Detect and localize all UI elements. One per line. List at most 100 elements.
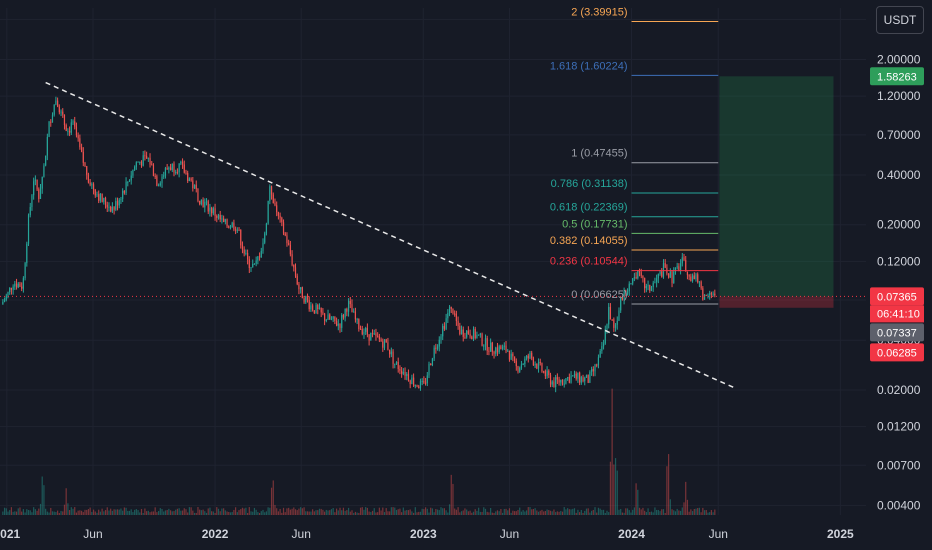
candle-body xyxy=(315,305,317,313)
volume-bar xyxy=(339,507,341,515)
volume-bar xyxy=(79,510,81,515)
currency-button[interactable]: USDT xyxy=(876,6,924,34)
candle-body xyxy=(502,346,504,350)
volume-bar xyxy=(476,510,478,515)
volume-bar xyxy=(84,509,86,515)
volume-bar xyxy=(255,509,257,515)
volume-bar xyxy=(529,507,531,515)
long-position-tool[interactable] xyxy=(719,76,834,308)
price-tick-label: 0.12000 xyxy=(877,254,921,268)
volume-bar xyxy=(128,510,131,515)
candle-body xyxy=(703,294,706,300)
candle-body xyxy=(87,174,90,183)
volume-bar xyxy=(353,512,355,515)
candle-body xyxy=(43,165,45,177)
volume-bar xyxy=(640,509,642,515)
volume-bar xyxy=(272,480,274,515)
candle-body xyxy=(556,377,558,380)
volume-bar xyxy=(464,508,466,515)
candle-body xyxy=(484,338,487,346)
candle-body xyxy=(195,184,197,190)
candle-body xyxy=(9,287,11,293)
candle-body xyxy=(342,314,345,318)
price-axis[interactable]: 3.500002.000001.200000.700000.400000.200… xyxy=(877,12,921,512)
price-tag-entry xyxy=(870,323,924,342)
volume-bar xyxy=(250,511,252,515)
candle-body xyxy=(86,166,88,175)
volume-bar xyxy=(248,507,250,515)
candle-body xyxy=(579,372,581,383)
drawing-layer[interactable] xyxy=(0,81,866,389)
volume-bar xyxy=(168,508,170,515)
candle-body xyxy=(122,190,124,199)
candle-body xyxy=(233,222,235,230)
fibonacci-retracement[interactable]: 2 (3.39915) 1.618 (1.60224) 1 (0.47455) 0.7… xyxy=(550,6,719,305)
volume-bar xyxy=(599,508,601,515)
volume-bar xyxy=(426,508,428,515)
volume-bar xyxy=(616,470,618,515)
volume-bar xyxy=(409,509,411,515)
volume-bar xyxy=(9,510,11,515)
volume-bar xyxy=(394,507,396,515)
volume-bar xyxy=(322,509,324,515)
volume-bar xyxy=(402,507,404,515)
price-tick-label: 2.00000 xyxy=(877,53,921,67)
volume-bar xyxy=(342,507,345,515)
volume-bar xyxy=(695,508,697,515)
volume-bar xyxy=(106,507,108,515)
candle-body xyxy=(226,219,228,227)
candle-body xyxy=(594,364,596,372)
candle-body xyxy=(609,306,612,320)
candle-body xyxy=(69,130,71,133)
volume-bar xyxy=(669,499,671,515)
volume-bar xyxy=(637,489,639,515)
price-tag-last xyxy=(870,287,924,306)
candle-body xyxy=(459,326,461,335)
volume-bar xyxy=(151,511,153,515)
volume-bar xyxy=(613,464,615,515)
volume-bar xyxy=(257,512,259,515)
candle-body xyxy=(123,190,125,193)
volume-bar xyxy=(123,507,125,515)
candle-body xyxy=(175,172,177,174)
price-tag-entry-text: 0.07337 xyxy=(877,327,917,339)
time-axis[interactable]: 2021 Jun 2022 Jun 2023 Jun 2024 Jun 2025 xyxy=(0,527,854,541)
volume-bar xyxy=(252,511,254,515)
volume-bar xyxy=(580,509,582,515)
candle-body xyxy=(522,364,524,366)
candle-body xyxy=(599,350,601,358)
volume-bar xyxy=(219,511,221,515)
volume-bar xyxy=(561,511,564,515)
candle-body xyxy=(125,181,127,193)
volume-bar xyxy=(12,511,14,515)
volume-bar xyxy=(39,503,42,515)
candle-body xyxy=(626,291,629,294)
volume-bar xyxy=(238,510,240,515)
candle-body xyxy=(385,339,387,343)
volume-bar xyxy=(337,510,339,515)
candle-body xyxy=(327,314,329,320)
volume-bar xyxy=(654,507,656,515)
volume-bar xyxy=(204,511,206,515)
candle-body xyxy=(442,325,444,337)
candle-body xyxy=(341,314,343,328)
candle-body xyxy=(253,263,256,265)
candle-body xyxy=(339,323,341,328)
candle-body xyxy=(79,138,81,148)
volume-bar xyxy=(67,503,69,515)
candle-body xyxy=(572,375,574,377)
candle-body xyxy=(455,313,457,322)
price-tag-stop xyxy=(870,343,924,362)
candle-body xyxy=(431,358,434,366)
volume-bar xyxy=(293,507,295,515)
volume-bar xyxy=(171,511,173,515)
volume-bar xyxy=(315,510,317,515)
candle-body xyxy=(452,308,454,314)
volume-bar xyxy=(205,512,208,515)
volume-bar xyxy=(130,509,132,515)
candle-body xyxy=(472,328,475,340)
volume-bar xyxy=(209,507,211,515)
volume-bar xyxy=(86,509,88,515)
volume-bar xyxy=(94,511,96,515)
